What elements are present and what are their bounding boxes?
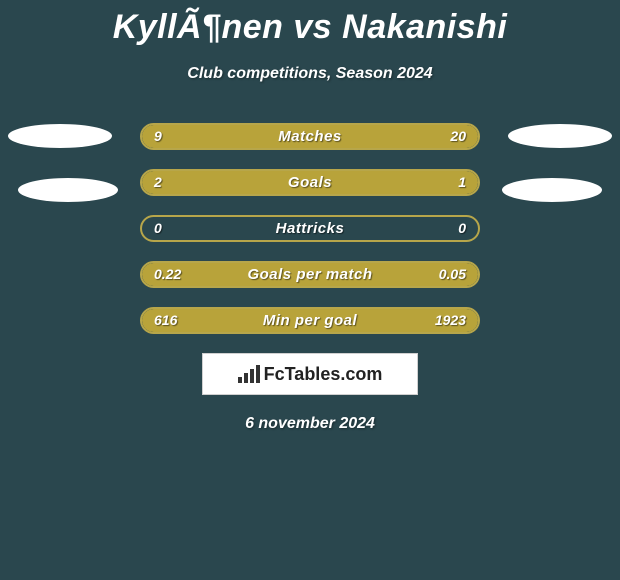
stat-bar-hattricks: 0 Hattricks 0	[140, 215, 480, 242]
page-title: KyllÃ¶nen vs Nakanishi	[0, 0, 620, 47]
stat-value-right: 1	[458, 171, 466, 194]
page-subtitle: Club competitions, Season 2024	[0, 65, 620, 83]
stat-value-right: 20	[450, 125, 466, 148]
stat-label: Matches	[142, 125, 478, 148]
stat-bar-matches: 9 Matches 20	[140, 123, 480, 150]
stat-label: Min per goal	[142, 309, 478, 332]
stat-label: Hattricks	[142, 217, 478, 240]
stat-value-right: 0.05	[439, 263, 466, 286]
site-logo[interactable]: FcTables.com	[202, 353, 418, 395]
site-logo-label: FcTables.com	[264, 364, 383, 385]
stat-value-right: 0	[458, 217, 466, 240]
stat-value-right: 1923	[435, 309, 466, 332]
stat-label: Goals	[142, 171, 478, 194]
stat-bar-goals: 2 Goals 1	[140, 169, 480, 196]
player-right-ellipse-2	[502, 178, 602, 202]
player-left-ellipse-2	[18, 178, 118, 202]
bar-chart-icon	[238, 365, 260, 383]
stat-bar-goals-per-match: 0.22 Goals per match 0.05	[140, 261, 480, 288]
stat-bars: 9 Matches 20 2 Goals 1 0 Hattricks 0 0.2…	[140, 123, 480, 334]
site-logo-text: FcTables.com	[238, 364, 383, 385]
player-right-ellipse-1	[508, 124, 612, 148]
stat-label: Goals per match	[142, 263, 478, 286]
footer-date: 6 november 2024	[0, 415, 620, 433]
player-left-ellipse-1	[8, 124, 112, 148]
stat-bar-min-per-goal: 616 Min per goal 1923	[140, 307, 480, 334]
